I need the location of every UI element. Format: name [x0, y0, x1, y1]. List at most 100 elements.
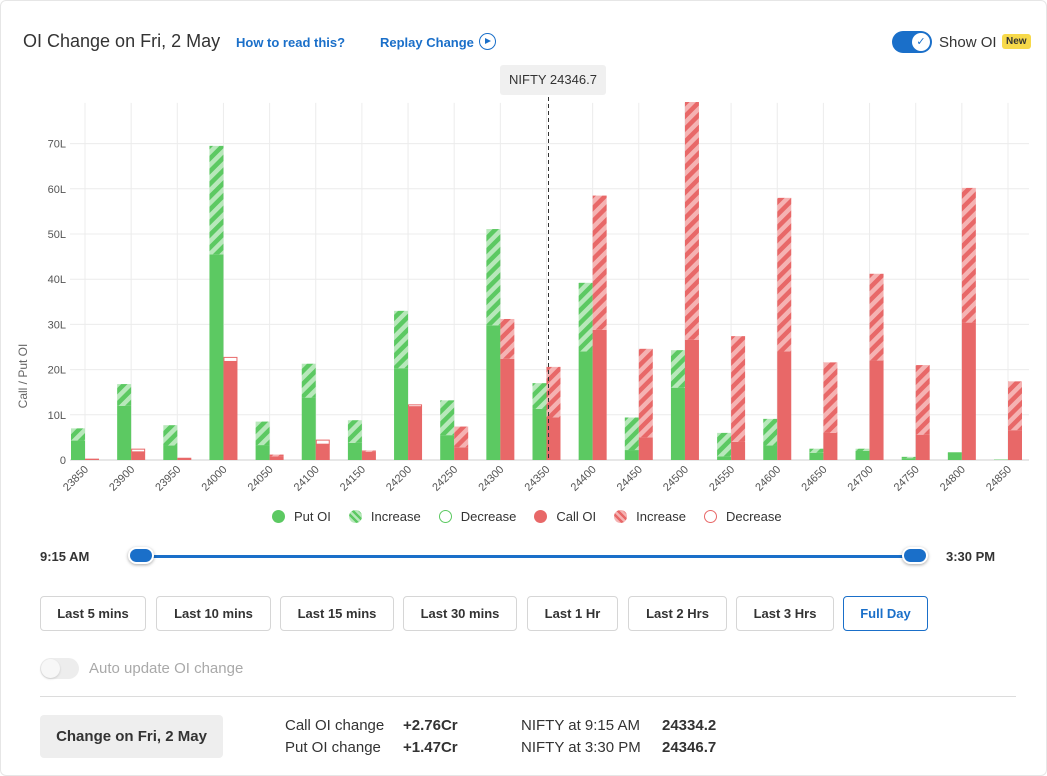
put-oi-bar: [578, 351, 593, 460]
call-increase-bar: [731, 336, 746, 442]
y-tick-label: 30L: [48, 319, 66, 331]
new-badge: New: [1002, 34, 1031, 49]
range-button-full-day[interactable]: Full Day: [843, 596, 928, 631]
call-increase-bar: [684, 102, 699, 340]
call-oi-bar: [131, 451, 146, 460]
legend-item: Put OI: [272, 509, 331, 524]
legend-swatch: [703, 509, 717, 523]
put-increase-bar: [855, 448, 870, 451]
x-tick-label: 23850: [61, 464, 91, 494]
nifty-open-label: NIFTY at 9:15 AM: [521, 717, 640, 734]
range-button-last-30-mins[interactable]: Last 30 mins: [403, 596, 517, 631]
x-tick-label: 24100: [292, 464, 322, 494]
legend-swatch: [534, 509, 548, 523]
legend-item: Call OI: [534, 509, 596, 524]
legend-item: Increase: [348, 509, 421, 524]
x-tick-label: 24750: [892, 464, 922, 494]
put-increase-bar: [670, 350, 685, 388]
call-increase-bar: [915, 365, 930, 435]
call-oi-bar: [777, 351, 792, 460]
x-tick-label: 24400: [569, 464, 599, 494]
call-oi-bar: [361, 451, 376, 460]
call-oi-bar: [177, 457, 192, 460]
legend-swatch: [348, 509, 362, 523]
legend-item: Decrease: [438, 509, 516, 524]
put-oi-bar: [624, 450, 639, 460]
put-increase-bar: [255, 421, 270, 446]
put-oi-bar: [763, 445, 778, 460]
x-tick-label: 24500: [661, 464, 691, 494]
call-oi-bar: [592, 329, 607, 460]
put-oi-change-value: +1.47Cr: [403, 739, 458, 756]
call-increase-bar: [638, 348, 653, 438]
range-button-last-3-hrs[interactable]: Last 3 Hrs: [736, 596, 834, 631]
put-increase-bar: [440, 400, 455, 436]
put-oi-bar: [532, 408, 547, 460]
nifty-close-value: 24346.7: [662, 739, 717, 756]
put-increase-bar: [163, 425, 178, 446]
range-button-last-15-mins[interactable]: Last 15 mins: [280, 596, 394, 631]
legend-swatch: [614, 509, 628, 523]
x-tick-label: 23900: [107, 464, 137, 494]
change-date-button[interactable]: Change on Fri, 2 May: [40, 715, 223, 758]
call-decrease-bar: [408, 404, 423, 408]
put-oi-bar: [209, 254, 224, 460]
x-tick-label: 24000: [199, 464, 229, 494]
call-oi-bar: [85, 458, 99, 460]
play-circle-icon[interactable]: [479, 33, 496, 50]
show-oi-label: Show OI: [939, 34, 997, 51]
slider-start-label: 9:15 AM: [40, 549, 90, 564]
range-button-last-10-mins[interactable]: Last 10 mins: [156, 596, 271, 631]
time-range-slider[interactable]: [141, 555, 915, 558]
legend-item: Decrease: [703, 508, 782, 524]
call-oi-bar: [684, 339, 699, 460]
call-oi-bar: [915, 434, 930, 460]
put-increase-bar: [809, 448, 824, 453]
y-tick-label: 60L: [48, 184, 66, 196]
put-increase-bar: [347, 420, 362, 443]
legend-label: Decrease: [725, 508, 782, 524]
call-increase-bar: [869, 273, 884, 361]
legend-label: Call OI: [556, 508, 597, 524]
put-oi-bar: [394, 368, 409, 460]
show-oi-toggle[interactable]: ✓: [892, 31, 932, 53]
x-tick-label: 24550: [707, 464, 737, 494]
put-oi-bar: [255, 445, 270, 460]
range-button-last-2-hrs[interactable]: Last 2 Hrs: [628, 596, 727, 631]
call-decrease-bar: [315, 439, 330, 445]
put-increase-bar: [717, 432, 732, 457]
legend-item: Increase: [614, 509, 686, 524]
chart-legend: Put OI Increase Decrease Call OI Increase Dec…: [272, 508, 800, 524]
replay-change-link[interactable]: Replay Change: [380, 35, 474, 50]
put-increase-bar: [763, 418, 778, 446]
call-oi-change-value: +2.76Cr: [403, 717, 458, 734]
slider-end-handle[interactable]: [902, 547, 928, 564]
put-oi-bar: [486, 325, 501, 460]
put-increase-bar: [209, 145, 224, 255]
y-tick-label: 50L: [48, 229, 66, 241]
call-oi-bar: [1008, 430, 1022, 460]
put-oi-bar: [947, 453, 962, 460]
auto-update-toggle[interactable]: [40, 658, 79, 679]
call-increase-bar: [546, 366, 561, 418]
put-increase-bar: [901, 456, 916, 459]
x-tick-label: 24150: [338, 464, 368, 494]
range-button-last-1-hr[interactable]: Last 1 Hr: [527, 596, 618, 631]
y-tick-label: 0: [60, 455, 66, 467]
call-increase-bar: [269, 454, 284, 457]
put-increase-bar: [301, 363, 316, 398]
x-tick-label: 24650: [799, 464, 829, 494]
call-increase-bar: [592, 195, 607, 330]
put-oi-bar: [163, 445, 178, 460]
x-tick-label: 24300: [476, 464, 506, 494]
x-tick-label: 24050: [246, 464, 276, 494]
how-to-read-link[interactable]: How to read this?: [236, 35, 346, 50]
range-button-last-5-mins[interactable]: Last 5 mins: [40, 596, 146, 631]
put-oi-bar: [301, 397, 316, 460]
put-increase-bar: [71, 428, 85, 441]
put-oi-bar: [71, 440, 85, 460]
call-increase-bar: [454, 426, 469, 448]
x-tick-label: 24850: [984, 464, 1014, 494]
slider-start-handle[interactable]: [128, 547, 154, 564]
call-oi-bar: [454, 447, 469, 460]
